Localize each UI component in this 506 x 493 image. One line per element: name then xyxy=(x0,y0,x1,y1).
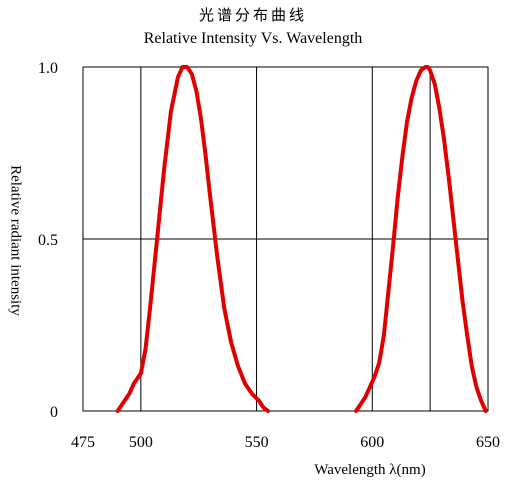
series-line xyxy=(354,65,488,413)
x-axis-label: Wavelength λ(nm) xyxy=(314,462,426,478)
chart-subtitle: Relative Intensity Vs. Wavelength xyxy=(143,30,363,47)
y-tick-label: 1.0 xyxy=(38,60,58,77)
x-tick-label: 550 xyxy=(245,434,269,451)
series-line xyxy=(115,65,271,413)
y-tick-label: 0.5 xyxy=(38,232,58,249)
x-tick-label: 475 xyxy=(71,434,95,451)
x-tick-label: 600 xyxy=(360,434,384,451)
chart-title: 光谱分布曲线 xyxy=(198,8,307,24)
x-tick-label: 650 xyxy=(476,434,500,451)
x-tick-label: 500 xyxy=(129,434,153,451)
y-tick-label: 0 xyxy=(50,404,58,421)
